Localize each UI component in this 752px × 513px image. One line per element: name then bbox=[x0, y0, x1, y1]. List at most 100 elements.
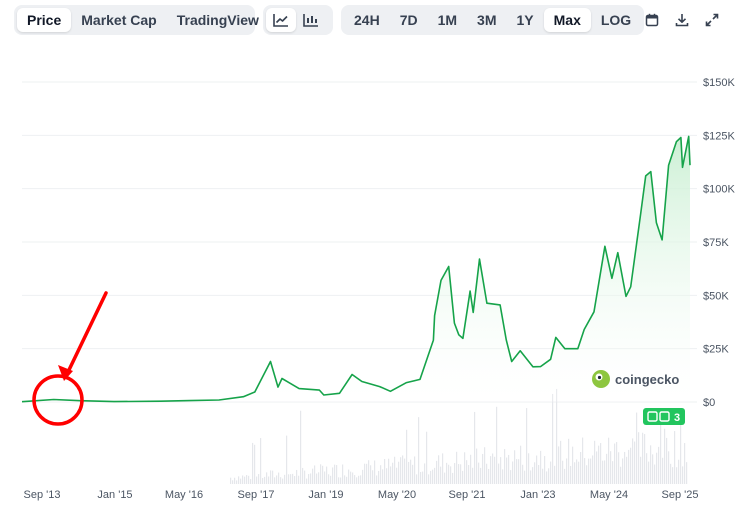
volume-bar bbox=[234, 477, 236, 484]
volume-bar bbox=[418, 417, 420, 484]
volume-bar bbox=[494, 456, 496, 484]
volume-bar bbox=[272, 470, 274, 484]
tab-tradingview[interactable]: TradingView bbox=[176, 12, 259, 28]
log-scale-toggle[interactable]: LOG bbox=[600, 12, 632, 28]
volume-bar bbox=[546, 471, 548, 484]
y-tick-label: $75K bbox=[703, 237, 729, 249]
tab-market-cap[interactable]: Market Cap bbox=[81, 12, 157, 28]
volume-bar bbox=[650, 445, 652, 484]
volume-bar bbox=[678, 459, 680, 484]
volume-bar bbox=[442, 453, 444, 484]
volume-bar bbox=[602, 460, 604, 484]
volume-bar bbox=[328, 474, 330, 484]
volume-bar bbox=[440, 466, 442, 484]
volume-bar bbox=[480, 467, 482, 484]
volume-bar bbox=[584, 458, 586, 484]
volume-bar bbox=[284, 474, 286, 484]
volume-bar bbox=[266, 472, 268, 484]
volume-bar bbox=[496, 406, 498, 484]
volume-bar bbox=[648, 461, 650, 484]
line-chart-button[interactable] bbox=[266, 8, 296, 32]
x-tick-label: Sep '17 bbox=[238, 489, 275, 501]
volume-bar bbox=[330, 475, 332, 484]
volume-bar bbox=[294, 476, 296, 484]
x-tick-label: May '20 bbox=[378, 489, 416, 501]
volume-bar bbox=[306, 478, 308, 484]
volume-bar bbox=[626, 456, 628, 484]
view-tab-group: Price Market Cap TradingView bbox=[14, 5, 259, 35]
volume-bar bbox=[350, 471, 352, 484]
range-max[interactable]: Max bbox=[543, 8, 591, 32]
volume-bar bbox=[386, 468, 388, 484]
volume-bar bbox=[520, 445, 522, 484]
volume-bar bbox=[670, 463, 672, 484]
volume-bar bbox=[594, 440, 596, 484]
events-badge[interactable]: 3 bbox=[643, 408, 685, 425]
x-tick-label: May '16 bbox=[165, 489, 203, 501]
volume-bar bbox=[464, 452, 466, 484]
candlestick-chart-button[interactable] bbox=[296, 8, 326, 32]
volume-bar bbox=[384, 459, 386, 484]
price-line bbox=[21, 135, 691, 403]
volume-bar bbox=[590, 458, 592, 484]
volume-bar bbox=[398, 461, 400, 484]
volume-bar bbox=[498, 463, 500, 484]
tab-price[interactable]: Price bbox=[17, 8, 72, 32]
volume-bar bbox=[434, 467, 436, 484]
volume-bar bbox=[676, 467, 678, 484]
volume-bar bbox=[534, 462, 536, 484]
y-tick-label: $0 bbox=[703, 397, 715, 409]
calendar-icon bbox=[645, 13, 659, 27]
volume-bar bbox=[658, 446, 660, 484]
tool-group bbox=[634, 5, 742, 35]
download-button[interactable] bbox=[667, 8, 697, 32]
volume-bar bbox=[426, 431, 428, 484]
range-3m[interactable]: 3M bbox=[477, 12, 497, 28]
volume-bar bbox=[240, 478, 242, 484]
volume-bar bbox=[662, 457, 664, 484]
volume-bar bbox=[466, 460, 468, 484]
range-1y[interactable]: 1Y bbox=[516, 12, 534, 28]
volume-bar bbox=[310, 473, 312, 484]
volume-bar bbox=[684, 443, 686, 484]
volume-bar bbox=[532, 467, 534, 484]
volume-bar bbox=[262, 477, 264, 484]
x-tick-label: Sep '25 bbox=[662, 489, 699, 501]
fullscreen-button[interactable] bbox=[697, 8, 727, 32]
volume-bar bbox=[510, 470, 512, 484]
volume-bar bbox=[552, 393, 554, 484]
volume-bar bbox=[512, 461, 514, 484]
x-tick-label: Jan '23 bbox=[520, 489, 555, 501]
volume-bar bbox=[252, 442, 254, 484]
volume-bar bbox=[562, 460, 564, 484]
volume-bar bbox=[592, 455, 594, 484]
volume-bar bbox=[482, 453, 484, 484]
volume-bar bbox=[296, 469, 298, 484]
volume-bar bbox=[246, 475, 248, 484]
volume-bar bbox=[362, 469, 364, 484]
volume-bar bbox=[458, 464, 460, 484]
range-7d[interactable]: 7D bbox=[399, 12, 418, 28]
date-picker-button[interactable] bbox=[637, 8, 667, 32]
volume-bar bbox=[506, 457, 508, 484]
y-tick-label: $150K bbox=[703, 77, 735, 89]
volume-bar bbox=[268, 476, 270, 484]
volume-bar bbox=[516, 459, 518, 484]
volume-bar bbox=[634, 441, 636, 484]
range-1m[interactable]: 1M bbox=[437, 12, 458, 28]
volume-bar bbox=[432, 469, 434, 484]
volume-bar bbox=[340, 477, 342, 484]
volume-bar bbox=[460, 464, 462, 484]
volume-bar bbox=[428, 474, 430, 484]
volume-bars bbox=[230, 388, 688, 484]
volume-bar bbox=[282, 478, 284, 484]
volume-bar bbox=[452, 472, 454, 484]
volume-bar bbox=[522, 464, 524, 484]
volume-bar bbox=[530, 470, 532, 484]
volume-bar bbox=[364, 463, 366, 484]
range-24h[interactable]: 24H bbox=[354, 12, 380, 28]
volume-bar bbox=[304, 470, 306, 484]
price-area bbox=[22, 136, 690, 402]
red-annotation bbox=[32, 291, 108, 426]
